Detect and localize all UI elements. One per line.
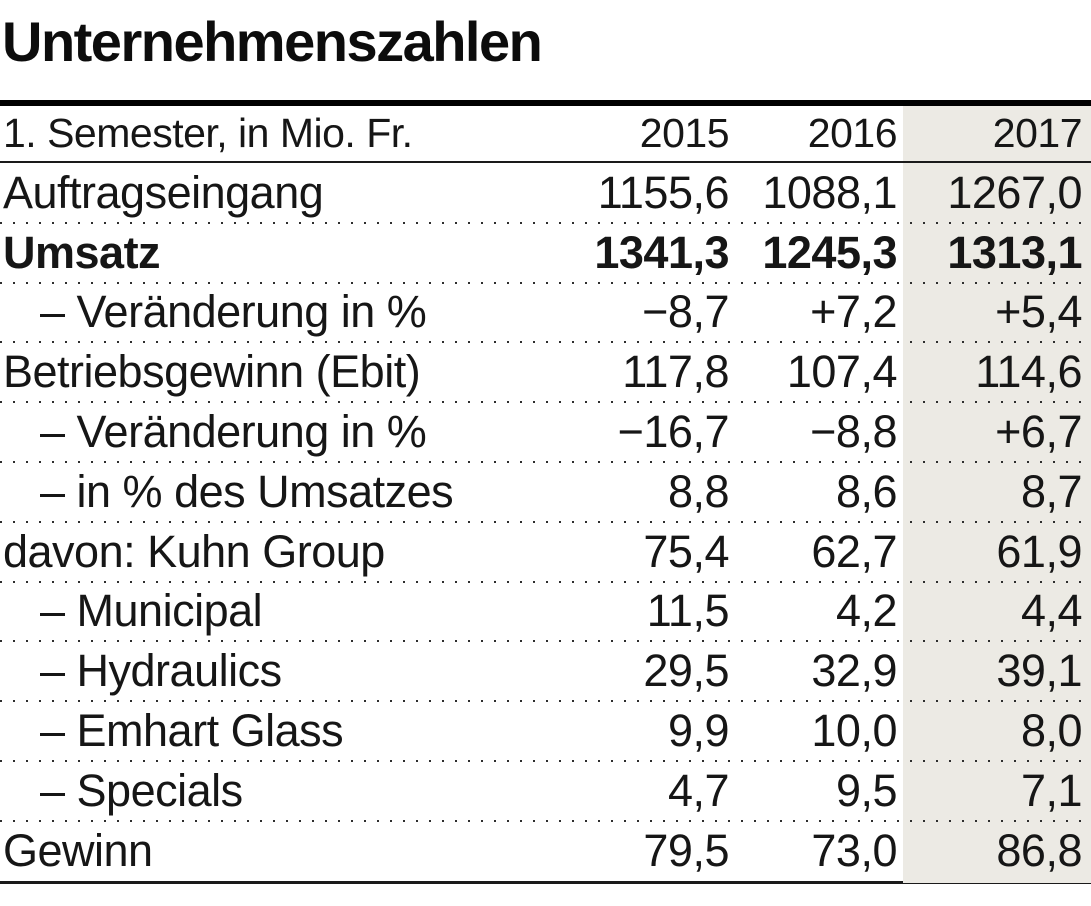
row-label: – Veränderung in % — [40, 286, 427, 338]
value-2015: 1155,6 — [597, 166, 730, 218]
value-2015: 117,8 — [622, 346, 729, 398]
value-2017: +6,7 — [995, 406, 1082, 458]
row-label: – Specials — [40, 764, 243, 816]
value-2017: 8,0 — [1020, 705, 1083, 757]
column-header-2016: 2016 — [807, 110, 898, 156]
row-label: Betriebsgewinn (Ebit) — [3, 346, 421, 398]
value-2015: 4,7 — [667, 764, 730, 816]
table-body: Auftragseingang 1155,6 1088,1 1267,0 Ums… — [0, 163, 1091, 884]
value-2015: 75,4 — [643, 525, 729, 577]
value-2016: −8,8 — [810, 406, 897, 458]
value-2016: 1088,1 — [762, 166, 897, 218]
value-2015: −8,7 — [642, 286, 729, 338]
value-2017: 7,1 — [1020, 764, 1083, 816]
value-2015: 79,5 — [643, 824, 729, 876]
value-2017: 8,7 — [1020, 465, 1083, 517]
title-divider-rule — [0, 100, 1091, 106]
value-2015: 11,5 — [646, 585, 730, 637]
value-2016: 1245,3 — [762, 226, 897, 278]
table-row-ebit-prozent-umsatz: – in % des Umsatzes 8,8 8,6 8,7 — [0, 462, 1091, 523]
value-2016: 73,0 — [811, 824, 897, 876]
value-2017: 86,8 — [996, 824, 1082, 876]
row-label: – Municipal — [40, 585, 263, 637]
figures-table: 1. Semester, in Mio. Fr. 2015 2016 2017 … — [0, 106, 1091, 884]
table-row-auftragseingang: Auftragseingang 1155,6 1088,1 1267,0 — [0, 163, 1091, 224]
table-row-ebit-veraenderung: – Veränderung in % −16,7 −8,8 +6,7 — [0, 402, 1091, 463]
column-header-2017: 2017 — [992, 110, 1083, 156]
table-header-row: 1. Semester, in Mio. Fr. 2015 2016 2017 — [0, 106, 1091, 163]
row-label: – Hydraulics — [40, 645, 282, 697]
table-row-umsatz: Umsatz 1341,3 1245,3 1313,1 — [0, 223, 1091, 284]
value-2015: 29,5 — [643, 645, 729, 697]
value-2015: 9,9 — [667, 705, 730, 757]
value-2015: −16,7 — [617, 406, 730, 458]
column-header-2015: 2015 — [639, 110, 730, 156]
row-label: – Emhart Glass — [40, 705, 344, 757]
value-2016: 62,7 — [811, 525, 897, 577]
value-2016: +7,2 — [810, 286, 897, 338]
value-2017: 1267,0 — [947, 166, 1082, 218]
row-label: Umsatz — [3, 226, 161, 278]
value-2016: 4,2 — [835, 585, 898, 637]
value-2016: 10,0 — [811, 705, 897, 757]
row-label: davon: Kuhn Group — [3, 525, 385, 577]
table-row-municipal: – Municipal 11,5 4,2 4,4 — [0, 582, 1091, 643]
row-label: Gewinn — [3, 824, 153, 876]
table-row-kuhn-group: davon: Kuhn Group 75,4 62,7 61,9 — [0, 522, 1091, 583]
value-2017: 39,1 — [996, 645, 1082, 697]
row-label: Auftragseingang — [3, 166, 324, 218]
value-2016: 32,9 — [811, 645, 897, 697]
value-2017: +5,4 — [995, 286, 1082, 338]
page-title: Unternehmenszahlen — [2, 10, 543, 73]
value-2016: 9,5 — [835, 764, 898, 816]
value-2017: 1313,1 — [947, 226, 1082, 278]
table-row-specials: – Specials 4,7 9,5 7,1 — [0, 761, 1091, 822]
table-row-betriebsgewinn: Betriebsgewinn (Ebit) 117,8 107,4 114,6 — [0, 342, 1091, 403]
value-2016: 8,6 — [835, 465, 898, 517]
table-row-emhart-glass: – Emhart Glass 9,9 10,0 8,0 — [0, 701, 1091, 762]
row-label: – Veränderung in % — [40, 406, 427, 458]
value-2017: 114,6 — [975, 346, 1082, 398]
highlight-2017-column — [903, 106, 1091, 883]
row-label: – in % des Umsatzes — [40, 465, 454, 517]
value-2016: 107,4 — [786, 346, 898, 398]
value-2015: 1341,3 — [594, 226, 729, 278]
value-2017: 61,9 — [996, 525, 1082, 577]
table-unit-label: 1. Semester, in Mio. Fr. — [3, 110, 413, 156]
table-row-gewinn: Gewinn 79,5 73,0 86,8 — [0, 821, 1091, 881]
value-2015: 8,8 — [667, 465, 730, 517]
table-row-hydraulics: – Hydraulics 29,5 32,9 39,1 — [0, 641, 1091, 702]
table-row-umsatz-veraenderung: – Veränderung in % −8,7 +7,2 +5,4 — [0, 283, 1091, 344]
value-2017: 4,4 — [1020, 585, 1083, 637]
